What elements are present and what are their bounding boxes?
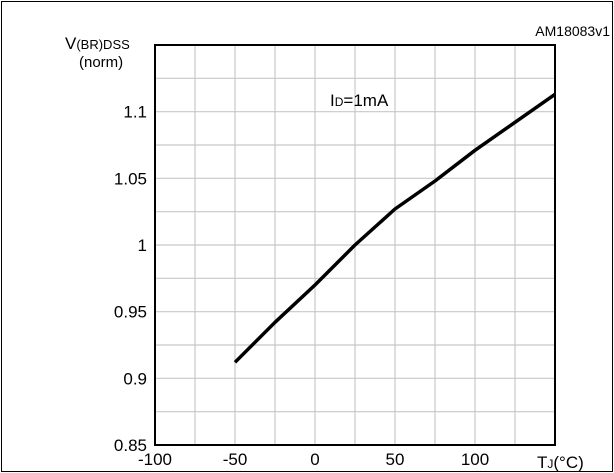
x-tick-label: 0 — [310, 450, 319, 469]
figure-id: AM18083v1 — [535, 23, 610, 39]
x-axis-label: TJ(°C) — [537, 453, 584, 471]
y-tick-label: 0.9 — [123, 369, 147, 388]
y-tick-labels: 0.85 0.9 0.95 1 1.05 1.1 — [114, 103, 147, 455]
x-tick-label: -50 — [223, 450, 248, 469]
current-annotation: ID=1mA — [330, 91, 389, 110]
y-tick-label: 1.1 — [123, 103, 147, 122]
series-line — [233, 92, 557, 364]
y-tick-label: 1 — [138, 236, 147, 255]
x-tick-label: -100 — [138, 450, 172, 469]
y-tick-label: 0.95 — [114, 303, 147, 322]
y-tick-label: 1.05 — [114, 169, 147, 188]
x-tick-label: 50 — [386, 450, 405, 469]
grid-layer — [155, 45, 555, 445]
x-tick-labels: -100 -50 0 50 100 — [138, 450, 489, 469]
x-tick-label: 100 — [461, 450, 489, 469]
y-axis-label-line2: (norm) — [79, 54, 123, 71]
y-axis-label: V(BR)DSS — [65, 34, 130, 53]
plot-area-border — [154, 44, 556, 446]
y-tick-label: 0.85 — [114, 436, 147, 455]
